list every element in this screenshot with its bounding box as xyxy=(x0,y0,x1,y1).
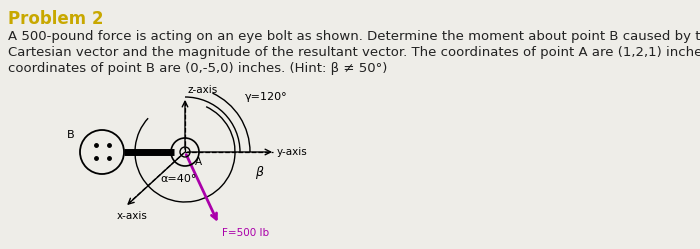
Text: Cartesian vector and the magnitude of the resultant vector. The coordinates of p: Cartesian vector and the magnitude of th… xyxy=(8,46,700,59)
Text: Problem 2: Problem 2 xyxy=(8,10,104,28)
Text: x-axis: x-axis xyxy=(117,211,148,221)
Text: B: B xyxy=(67,130,75,140)
Text: y-axis: y-axis xyxy=(277,147,308,157)
Text: F=500 lb: F=500 lb xyxy=(222,228,269,238)
Text: γ=120°: γ=120° xyxy=(245,92,288,102)
Text: A 500-pound force is acting on an eye bolt as shown. Determine the moment about : A 500-pound force is acting on an eye bo… xyxy=(8,30,700,43)
Text: α=40°: α=40° xyxy=(160,174,197,184)
Text: coordinates of point B are (0,-5,0) inches. (Hint: β ≠ 50°): coordinates of point B are (0,-5,0) inch… xyxy=(8,62,387,75)
Text: β: β xyxy=(255,166,263,179)
Text: z-axis: z-axis xyxy=(187,85,217,95)
Text: A: A xyxy=(195,157,202,167)
